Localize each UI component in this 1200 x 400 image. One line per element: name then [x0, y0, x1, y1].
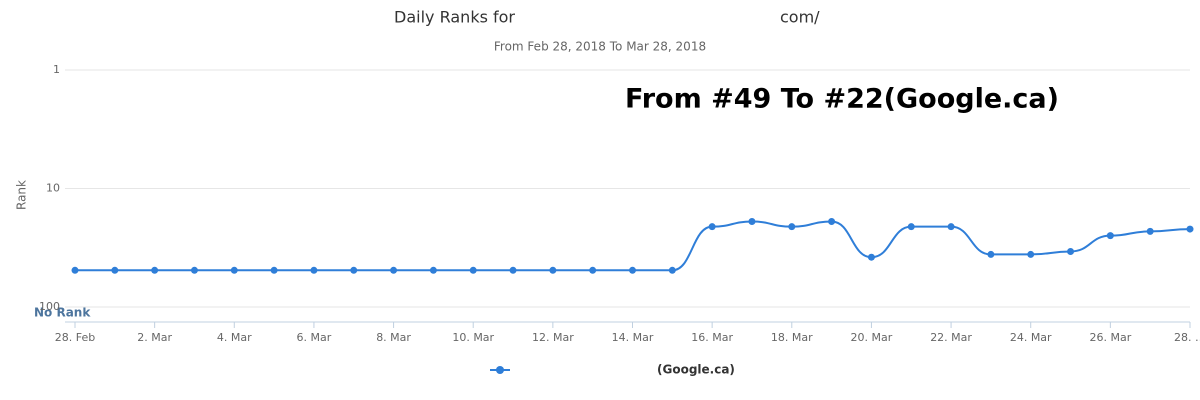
point [151, 266, 159, 274]
x-tick-label: 4. Mar [217, 331, 252, 344]
x-tick-label: 24. Mar [1010, 331, 1052, 344]
point [1027, 250, 1035, 258]
y-tick-label: 10 [46, 182, 60, 195]
x-tick-label: 12. Mar [532, 331, 574, 344]
chart-title: Daily Ranks for [394, 8, 515, 27]
point [907, 223, 915, 231]
point [390, 266, 398, 274]
point [828, 218, 836, 226]
x-tick-label: 10. Mar [452, 331, 494, 344]
x-tick-label: 6. Mar [297, 331, 332, 344]
x-tick-label: 2. Mar [137, 331, 172, 344]
x-tick-label: 18. Mar [771, 331, 813, 344]
point [788, 223, 796, 231]
point [190, 266, 198, 274]
point [270, 266, 278, 274]
legend-symbol [496, 366, 504, 374]
x-tick-label: 22. Mar [930, 331, 972, 344]
annotation: From #49 To #22(Google.ca) [625, 84, 1059, 115]
point [111, 266, 119, 274]
x-tick-label: 14. Mar [612, 331, 654, 344]
point [708, 223, 716, 231]
point [1106, 232, 1114, 240]
point [1067, 247, 1075, 255]
point [350, 266, 358, 274]
chart-subtitle: From Feb 28, 2018 To Mar 28, 2018 [494, 40, 706, 54]
point [1146, 227, 1154, 235]
x-tick-label: 28. Feb [55, 331, 95, 344]
point [549, 266, 557, 274]
y-tick-label: 100 [39, 300, 60, 313]
point [629, 266, 636, 274]
point [1186, 225, 1194, 233]
legend-label: (Google.ca) [657, 363, 735, 377]
series-line [75, 220, 1191, 272]
x-tick-label: 28. … [1174, 331, 1200, 344]
x-tick-label: 26. Mar [1089, 331, 1131, 344]
x-tick-label: 20. Mar [851, 331, 893, 344]
point [429, 266, 437, 274]
point [589, 266, 597, 274]
y-tick-label: 1 [53, 63, 60, 76]
point [987, 250, 995, 258]
point [71, 266, 79, 274]
point [668, 266, 676, 274]
chart-title-tail: com/ [780, 8, 820, 27]
point [947, 223, 955, 231]
x-tick-label: 16. Mar [691, 331, 733, 344]
point [748, 218, 756, 226]
x-tick-label: 8. Mar [376, 331, 411, 344]
point [509, 266, 517, 274]
point [469, 266, 477, 274]
y-axis-label: Rank [15, 180, 29, 210]
point [310, 266, 318, 274]
point [230, 266, 238, 274]
point [867, 253, 875, 261]
no-rank-label: No Rank [34, 306, 91, 320]
